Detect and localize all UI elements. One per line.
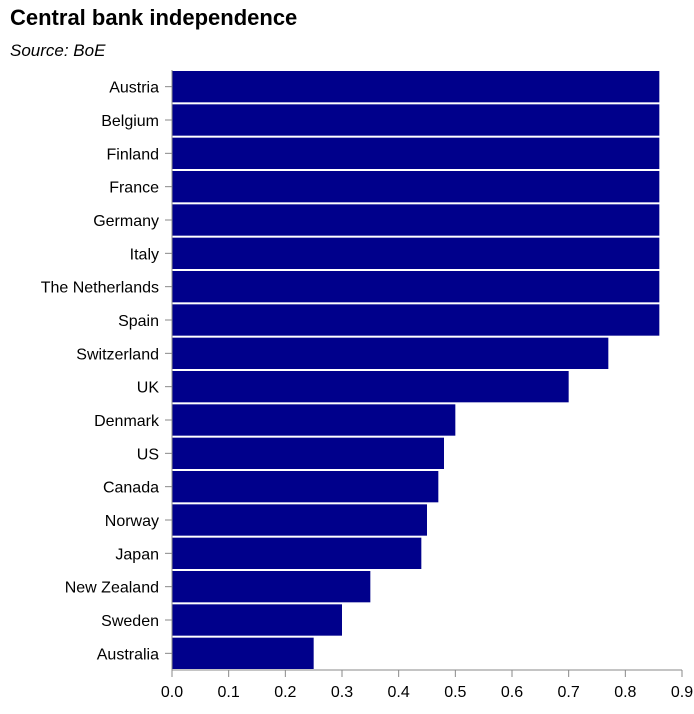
bar	[172, 271, 660, 303]
y-tick-label: Switzerland	[76, 346, 159, 363]
bar	[172, 371, 569, 403]
y-tick-label: Austria	[109, 80, 159, 97]
x-tick-label: 0.2	[274, 684, 296, 701]
bar	[172, 504, 427, 536]
bar	[172, 171, 660, 203]
y-tick-label: Norway	[105, 513, 159, 530]
x-tick-label: 0.7	[558, 684, 580, 701]
y-tick-label: Spain	[118, 313, 159, 330]
bar	[172, 604, 342, 636]
y-tick-label: Canada	[103, 480, 159, 497]
chart-title: Central bank independence	[10, 5, 298, 30]
bar	[172, 304, 660, 336]
y-tick-label: Italy	[130, 246, 159, 263]
x-tick-label: 0.3	[331, 684, 353, 701]
bar	[172, 571, 371, 603]
bar	[172, 337, 609, 369]
y-tick-label: US	[137, 446, 159, 463]
bar	[172, 71, 660, 103]
bar	[172, 137, 660, 169]
bars-group	[172, 71, 660, 669]
y-tick-label: The Netherlands	[41, 280, 159, 297]
y-tick-label: Denmark	[94, 413, 160, 430]
chart-subtitle: Source: BoE	[10, 41, 106, 60]
bar	[172, 471, 439, 503]
x-tick-label: 0.6	[501, 684, 523, 701]
x-tick-label: 0.9	[671, 684, 693, 701]
y-axis: Austria Belgium Finland France Germany Italy T…	[41, 70, 173, 670]
x-tick-label: 0.0	[161, 684, 183, 701]
bar	[172, 237, 660, 269]
bar	[172, 537, 422, 569]
bar	[172, 404, 456, 436]
x-tick-label: 0.5	[444, 684, 466, 701]
y-tick-label: Japan	[115, 546, 159, 563]
y-tick-label: New Zealand	[65, 580, 159, 597]
y-tick-label: Sweden	[101, 613, 159, 630]
bar	[172, 104, 660, 136]
y-tick-label: Belgium	[101, 113, 159, 130]
x-tick-label: 0.1	[218, 684, 240, 701]
x-tick-label: 0.8	[614, 684, 636, 701]
bar	[172, 437, 444, 469]
x-axis: 0.0 0.1 0.2 0.3 0.4 0.5 0.6 0.7 0.8 0.9	[161, 669, 693, 701]
y-tick-label: Germany	[93, 213, 159, 230]
y-tick-label: Australia	[97, 646, 159, 663]
y-tick-label: Finland	[107, 146, 159, 163]
bar	[172, 204, 660, 236]
y-tick-label: France	[109, 180, 159, 197]
x-tick-label: 0.4	[388, 684, 410, 701]
y-tick-label: UK	[137, 380, 160, 397]
bar	[172, 637, 314, 669]
